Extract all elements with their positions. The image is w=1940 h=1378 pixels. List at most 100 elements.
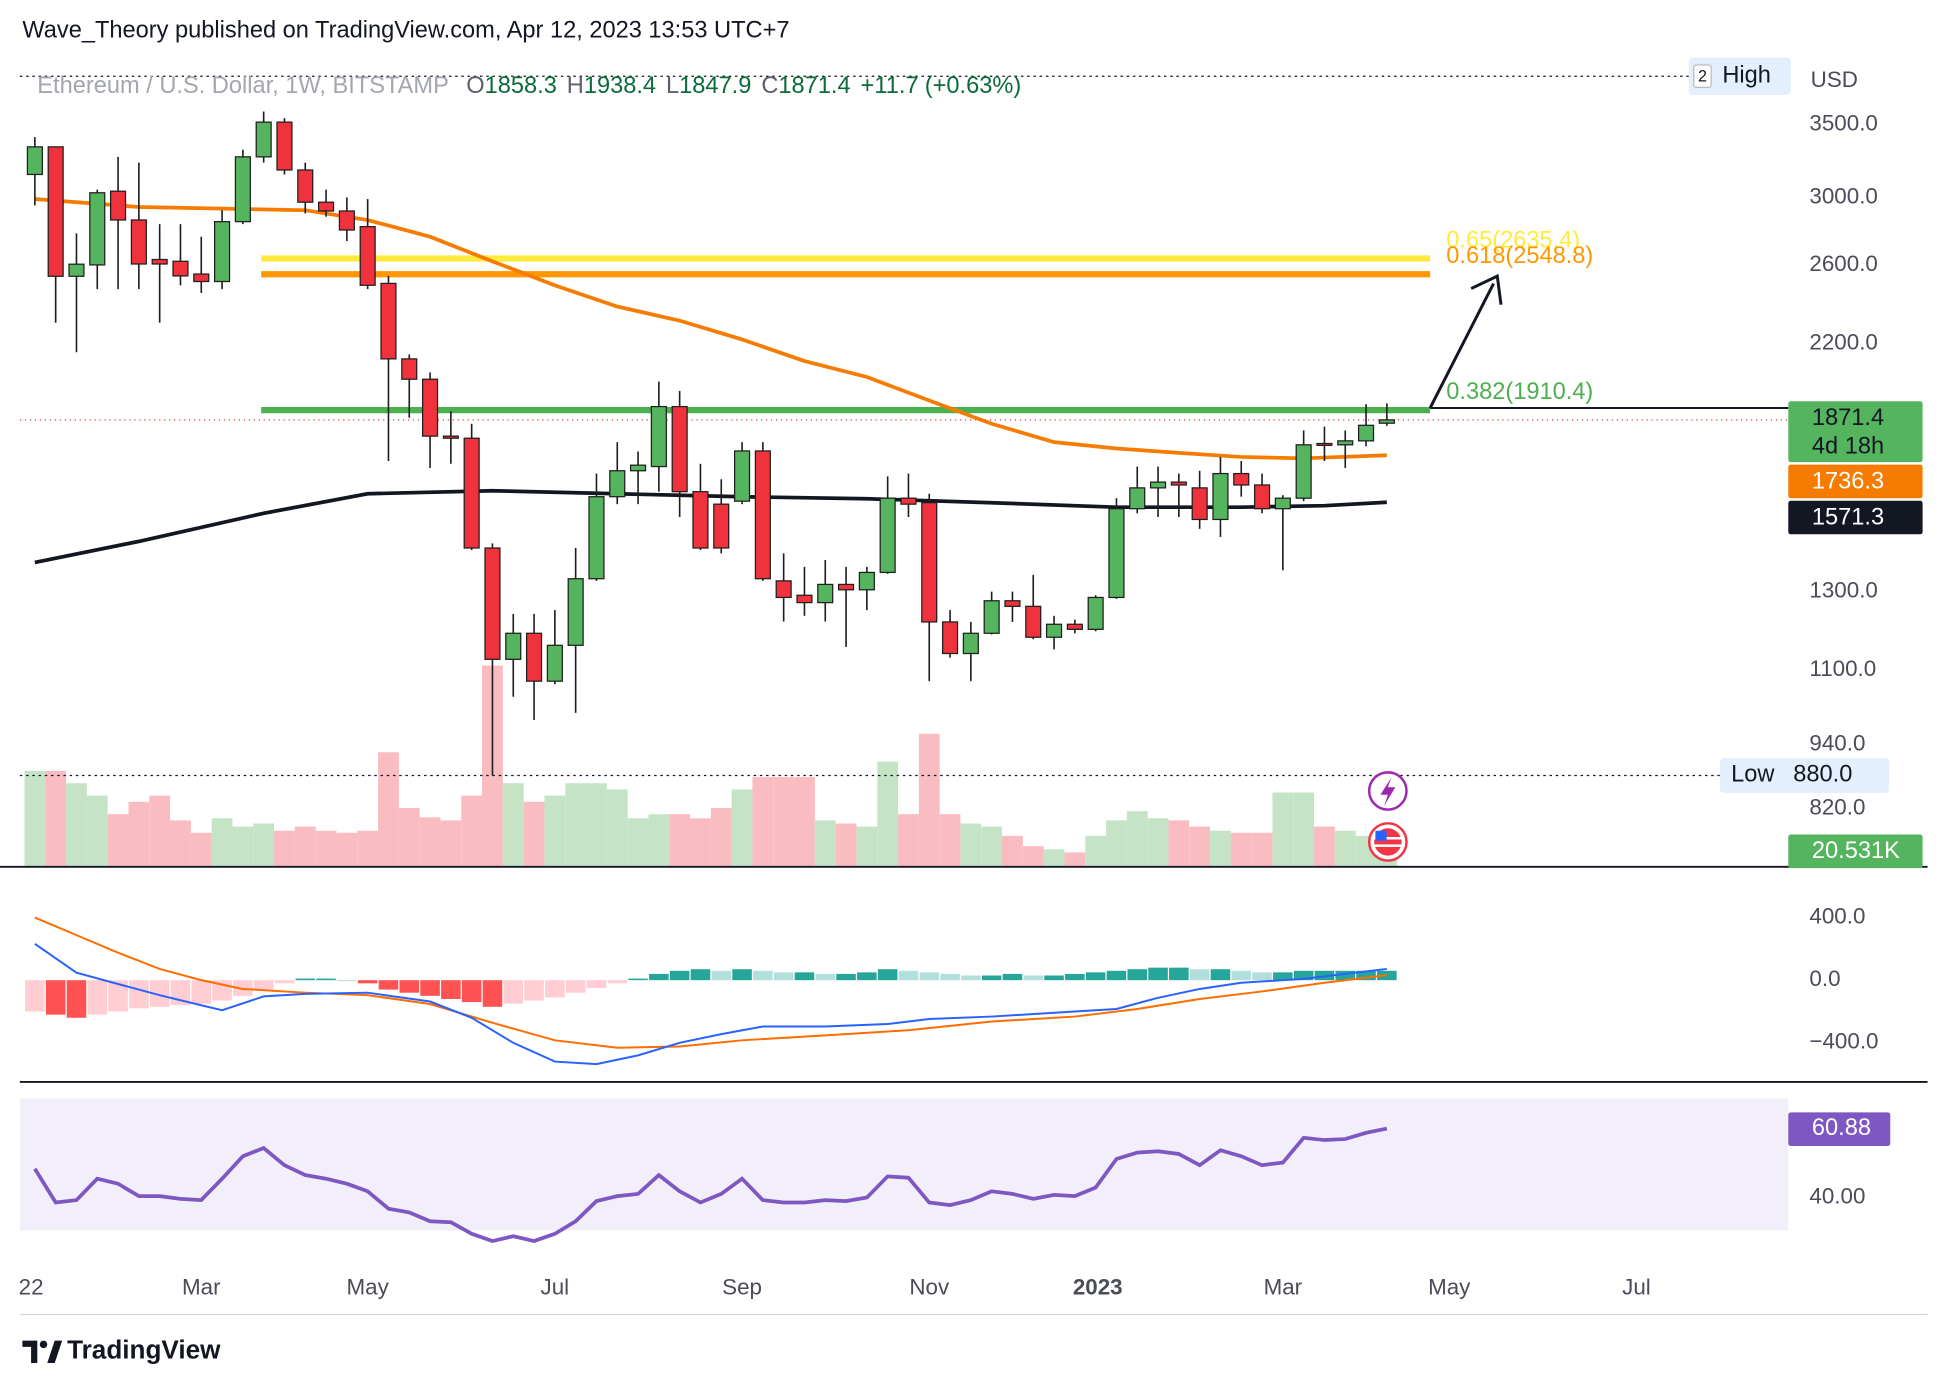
volume-bar [1314, 826, 1335, 867]
candle-body [1378, 419, 1395, 424]
macd-histogram-bar [919, 972, 940, 981]
macd-signal-line [34, 916, 1387, 1049]
volume-bar [253, 823, 275, 867]
macd-histogram-bar [857, 972, 877, 981]
volume-bar [440, 820, 462, 867]
volume-bar [752, 777, 774, 867]
volume-bar [669, 814, 691, 867]
high-marker-badge-box [1693, 64, 1712, 89]
macd-histogram-bar [877, 969, 898, 981]
rsi-band [19, 1098, 1789, 1231]
candle-body [130, 219, 147, 265]
legend-ohlc-value: 1858.3 [485, 73, 557, 99]
macd-histogram-bar [399, 980, 420, 993]
volume-bar [461, 795, 483, 867]
candle-body [671, 405, 688, 493]
macd-histogram-bar [836, 973, 856, 981]
volume-bar [690, 818, 711, 867]
volume-label: 20.531K [1812, 838, 1900, 864]
volume-bar [1272, 792, 1294, 867]
volume-bar [336, 832, 358, 867]
candle-body [172, 260, 189, 277]
legend-ohlc-value: 1871.4 [778, 73, 850, 99]
candle-body [297, 169, 314, 203]
volume-bar [606, 789, 628, 867]
macd-histogram-bar [1273, 972, 1293, 981]
volume-label-box [1788, 834, 1923, 869]
macd-histogram-bar [669, 970, 690, 981]
macd-histogram-bar [45, 980, 66, 1015]
candle-body [941, 621, 959, 655]
candle-body [609, 470, 626, 498]
volume-bar [523, 801, 545, 867]
candle-body [1149, 481, 1167, 489]
macd-histogram-bar [649, 973, 669, 981]
x-tick-label: 2023 [1073, 1274, 1123, 1299]
macd-histogram-bar [545, 980, 565, 998]
candle-body [484, 547, 501, 660]
candle-body [401, 358, 418, 380]
y-tick-label: 2200.0 [1809, 330, 1877, 355]
volume-bar [66, 783, 87, 867]
volume-bar [814, 820, 836, 867]
price-label: 1736.3 [1812, 468, 1884, 494]
volume-bar [898, 814, 919, 867]
volume-bar [1085, 835, 1107, 867]
volume-bar [419, 817, 441, 867]
high-marker-box [1688, 57, 1791, 95]
volume-bar [877, 761, 899, 867]
macd-histogram-bar [1293, 970, 1314, 981]
low-marker-value: 880.0 [1793, 762, 1852, 788]
volume-bar [710, 807, 732, 867]
candle-body [234, 156, 251, 223]
y-tick-label: 940.0 [1809, 730, 1865, 755]
macd-histogram-bar [690, 969, 711, 981]
fib-level-label: 0.65(2635.4) [1446, 227, 1580, 253]
macd-histogram-bar [108, 980, 128, 1012]
volume-bar [1064, 852, 1086, 867]
macd-histogram-bar [66, 980, 87, 1018]
volume-bar [627, 818, 649, 867]
alert-icon [1367, 771, 1408, 811]
candle-body [1253, 484, 1271, 510]
front-layer: TradingView USD 3500.0 3000.0 2600.0 2200.0 1… [0, 57, 1928, 1365]
legend-ohlc-value: 1847.9 [679, 73, 751, 99]
arrow-head [1470, 273, 1503, 305]
macd-histogram-bar [295, 978, 316, 981]
volume-bar [1293, 792, 1315, 867]
candle-body [962, 632, 979, 655]
candle-body [546, 644, 563, 682]
volume-bar [1334, 830, 1356, 867]
candle-body [359, 226, 376, 286]
candle-body [1295, 444, 1312, 499]
volume-bar [294, 826, 316, 867]
candle-body [338, 210, 355, 231]
legend: Ethereum / U.S. Dollar, 1W, BITSTAMP O185… [37, 73, 1021, 99]
legend-symbol: Ethereum / U.S. Dollar, 1W, BITSTAMP [37, 73, 449, 99]
macd-histogram-bar [441, 980, 461, 999]
low-marker-label: Low [1731, 762, 1775, 788]
volume-bar [544, 795, 566, 867]
volume-bar [1022, 846, 1044, 867]
candle-body [1357, 424, 1375, 442]
macd-histogram-bar [815, 973, 836, 981]
volume-bar [45, 770, 67, 867]
volume-bar [648, 814, 670, 867]
macd-histogram-bar [503, 980, 524, 1004]
macd-histogram-bar [732, 969, 752, 981]
volume-bar [86, 795, 108, 867]
legend-change: +11.7 [861, 73, 919, 99]
x-tick-label: Mar [182, 1274, 221, 1299]
fib-level-label: 0.618(2548.8) [1446, 243, 1593, 269]
candle-body [151, 258, 168, 265]
legend-ohlc-letter: C [761, 73, 778, 99]
candle-body [713, 503, 730, 549]
macd-histogram-bar [1231, 970, 1252, 981]
macd-histogram-bar [1169, 967, 1189, 981]
macd-histogram-bar [1335, 970, 1356, 981]
legend-ohlc-letter: O [466, 73, 484, 99]
volume-bar [1168, 820, 1190, 867]
candle-body [1108, 508, 1125, 599]
volume-bar [24, 770, 46, 867]
candle-body [921, 502, 938, 623]
